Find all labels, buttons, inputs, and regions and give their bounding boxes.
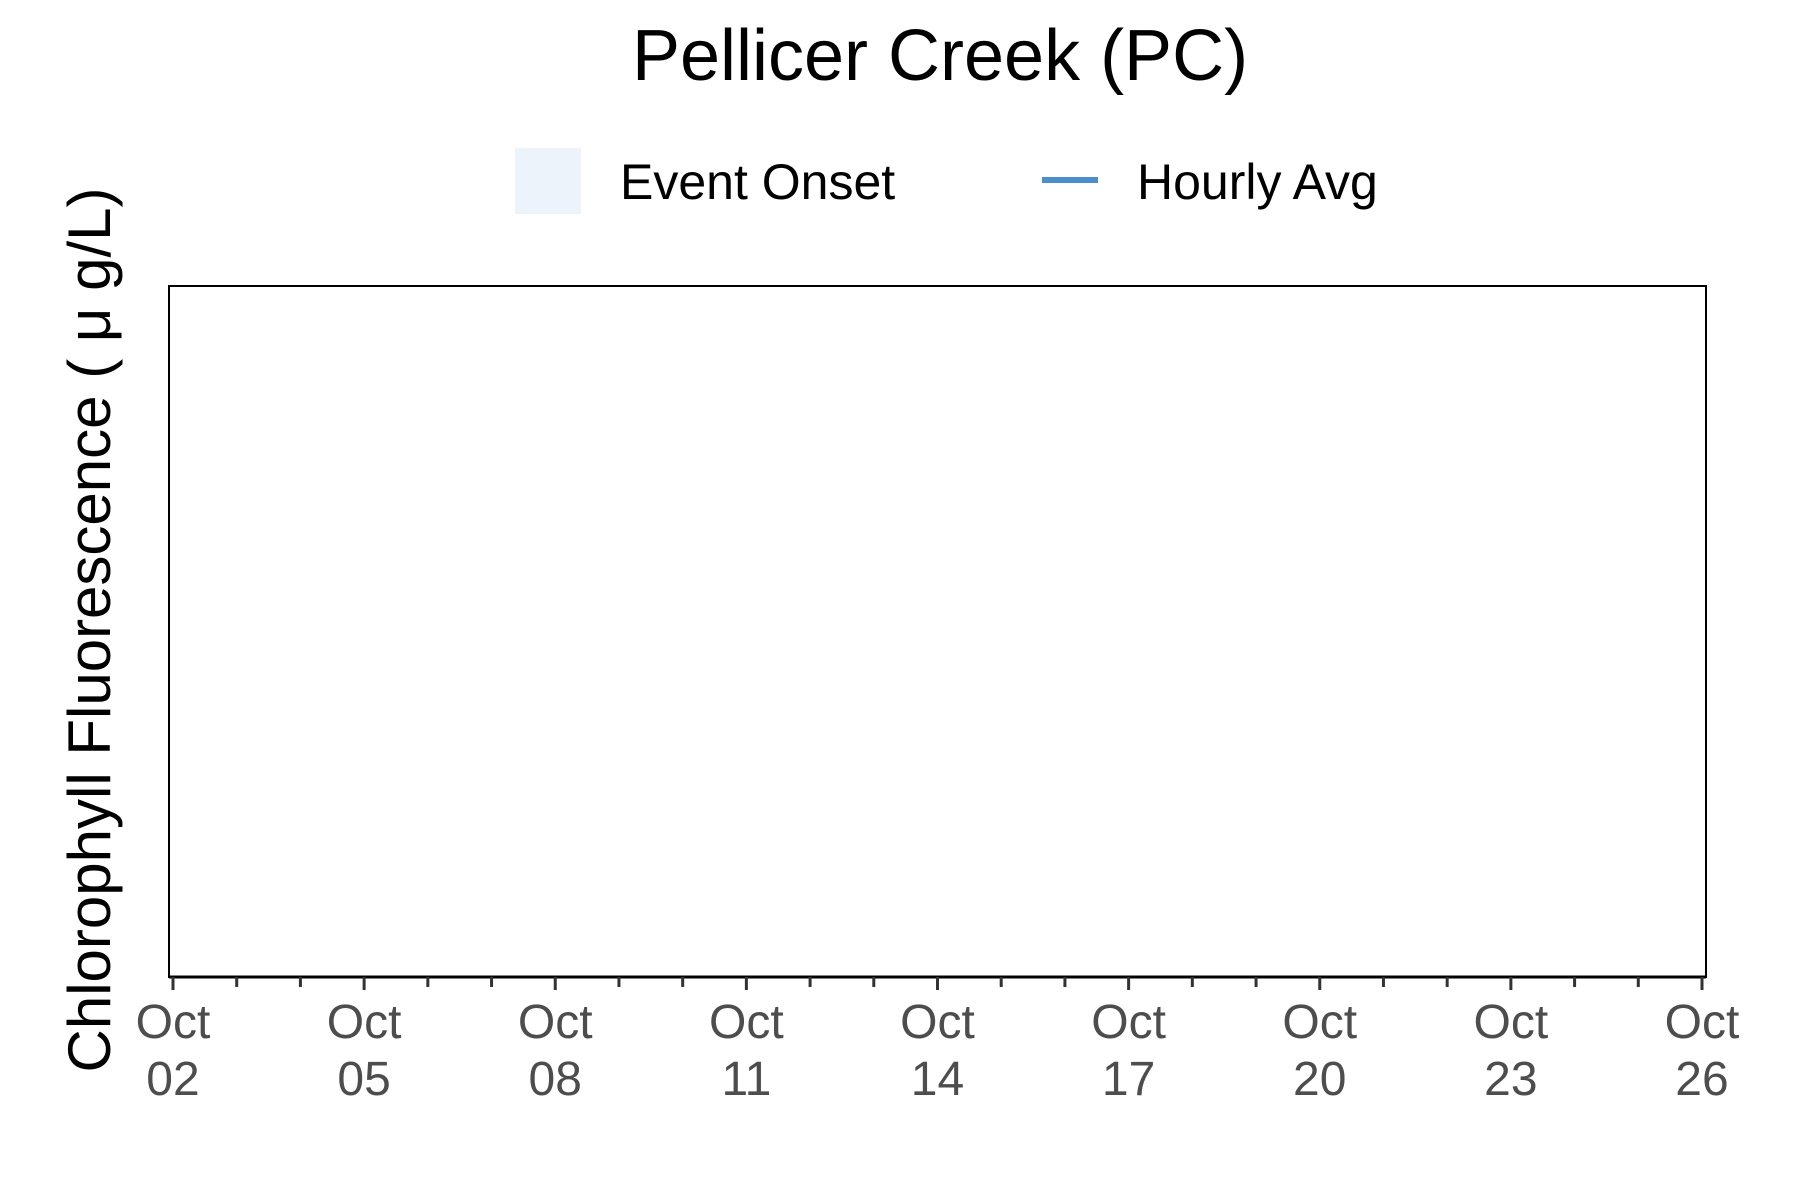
x-tick-label-month: Oct — [1282, 996, 1357, 1049]
x-tick-label-month: Oct — [1665, 996, 1740, 1049]
legend-event-onset-swatch — [515, 148, 581, 214]
plot-panel — [168, 285, 1707, 978]
x-tick-label-month: Oct — [900, 996, 975, 1049]
x-tick-label-day: 20 — [1293, 1053, 1346, 1106]
x-tick-label-month: Oct — [709, 996, 784, 1049]
x-tick-label-day: 26 — [1675, 1053, 1728, 1106]
x-tick-label-day: 02 — [146, 1053, 199, 1106]
x-tick-label: Oct 20 — [1282, 996, 1357, 1106]
x-tick-label-day: 08 — [529, 1053, 582, 1106]
x-tick-label: Oct 23 — [1474, 996, 1549, 1106]
x-tick-label-day: 14 — [911, 1053, 964, 1106]
x-tick-label-month: Oct — [1091, 996, 1166, 1049]
x-tick-label-month: Oct — [327, 996, 402, 1049]
legend-hourly-avg-label: Hourly Avg — [1137, 154, 1378, 210]
x-tick-label: Oct 17 — [1091, 996, 1166, 1106]
x-tick-label: Oct 02 — [136, 996, 211, 1106]
legend: Event Onset Hourly Avg — [515, 148, 1378, 214]
x-tick-label-day: 11 — [721, 1053, 771, 1106]
x-tick-label-month: Oct — [1474, 996, 1549, 1049]
x-tick-label: Oct 14 — [900, 996, 975, 1106]
x-tick-label: Oct 26 — [1665, 996, 1740, 1106]
x-tick-label-month: Oct — [136, 996, 211, 1049]
x-tick-label: Oct 08 — [518, 996, 593, 1106]
x-tick-label: Oct 05 — [327, 996, 402, 1106]
chart-title: Pellicer Creek (PC) — [632, 16, 1248, 96]
x-tick-label-day: 23 — [1484, 1053, 1537, 1106]
y-axis-label: Chlorophyll Fluorescence ( μ g/L) — [56, 188, 123, 1073]
x-tick-label-day: 05 — [337, 1053, 390, 1106]
x-tick-label-month: Oct — [518, 996, 593, 1049]
x-tick-label-day: 17 — [1102, 1053, 1155, 1106]
legend-event-onset-label: Event Onset — [620, 154, 895, 210]
x-tick-label: Oct 11 — [709, 996, 784, 1106]
